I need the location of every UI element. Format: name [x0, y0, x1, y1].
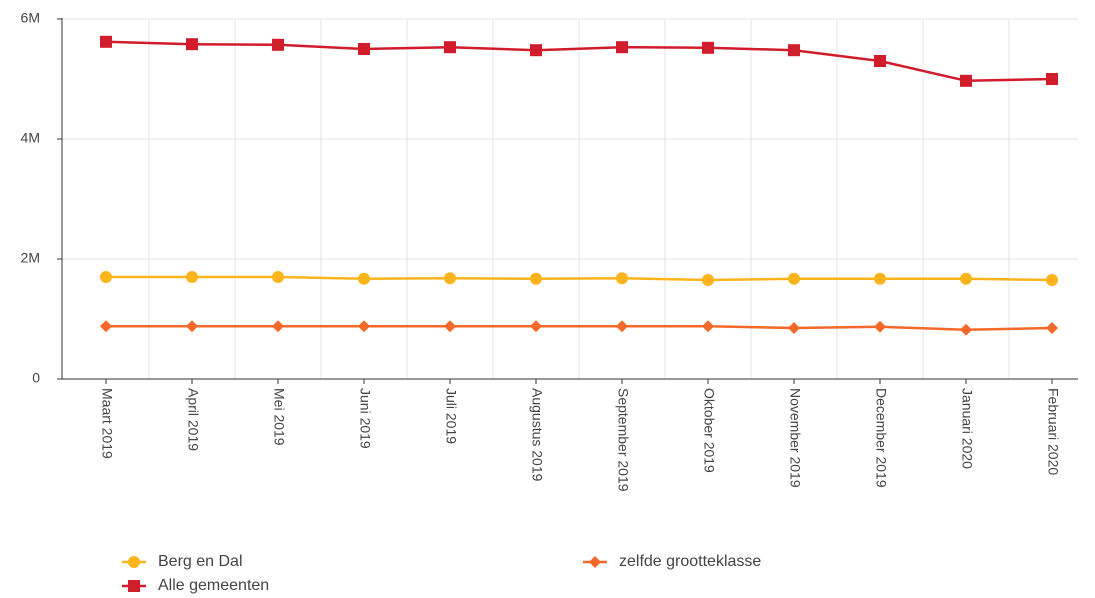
marker: [1046, 322, 1058, 334]
legend-marker: [128, 556, 140, 568]
x-tick-label: Juni 2019: [357, 388, 373, 449]
x-tick-label: Juli 2019: [443, 388, 459, 444]
marker: [960, 272, 972, 285]
marker: [788, 44, 800, 57]
x-tick-label: December 2019: [873, 388, 889, 488]
marker: [960, 74, 972, 87]
marker: [788, 272, 800, 285]
marker: [358, 43, 370, 55]
marker: [444, 272, 456, 285]
marker: [702, 320, 714, 333]
marker: [100, 35, 112, 48]
marker: [272, 320, 284, 333]
x-tick-label: Augustus 2019: [529, 388, 545, 482]
series-line: [106, 324, 1053, 332]
marker: [186, 271, 198, 283]
y-tick-label: 0: [32, 370, 40, 386]
legend-label: Alle gemeenten: [158, 577, 269, 594]
series-line: [106, 275, 1053, 282]
marker: [960, 323, 972, 336]
marker: [358, 320, 370, 333]
marker: [616, 41, 628, 54]
marker: [100, 320, 112, 333]
series-line: [105, 40, 1053, 83]
marker: [874, 320, 886, 333]
marker: [702, 41, 714, 54]
marker: [1046, 73, 1058, 85]
x-tick-label: Januari 2020: [959, 388, 975, 469]
marker: [616, 320, 628, 333]
marker: [874, 272, 886, 285]
x-tick-label: April 2019: [185, 388, 201, 451]
legend-label: zelfde grootteklasse: [619, 553, 761, 570]
marker: [530, 44, 542, 57]
marker: [358, 272, 370, 285]
marker: [530, 320, 542, 333]
marker: [788, 322, 800, 334]
x-tick-label: Februari 2020: [1045, 388, 1061, 475]
marker: [530, 272, 542, 285]
marker: [272, 271, 284, 283]
marker: [444, 41, 456, 54]
legend-marker: [128, 580, 140, 592]
x-tick-label: November 2019: [787, 388, 803, 488]
marker: [616, 272, 628, 285]
marker: [702, 274, 714, 286]
marker: [874, 55, 886, 67]
marker: [100, 271, 112, 283]
x-tick-label: September 2019: [615, 388, 631, 492]
legend-label: Berg en Dal: [158, 553, 243, 570]
x-tick-label: Maart 2019: [99, 388, 115, 459]
legend-marker: [589, 556, 601, 568]
x-tick-label: Mei 2019: [271, 388, 287, 446]
marker: [1046, 274, 1058, 286]
x-tick-label: Oktober 2019: [701, 388, 717, 473]
marker: [272, 38, 284, 51]
marker: [444, 320, 456, 333]
y-tick-label: 2M: [21, 250, 40, 266]
marker: [186, 320, 198, 333]
y-tick-label: 4M: [21, 130, 40, 146]
y-tick-label: 6M: [21, 10, 40, 26]
marker: [186, 38, 198, 51]
